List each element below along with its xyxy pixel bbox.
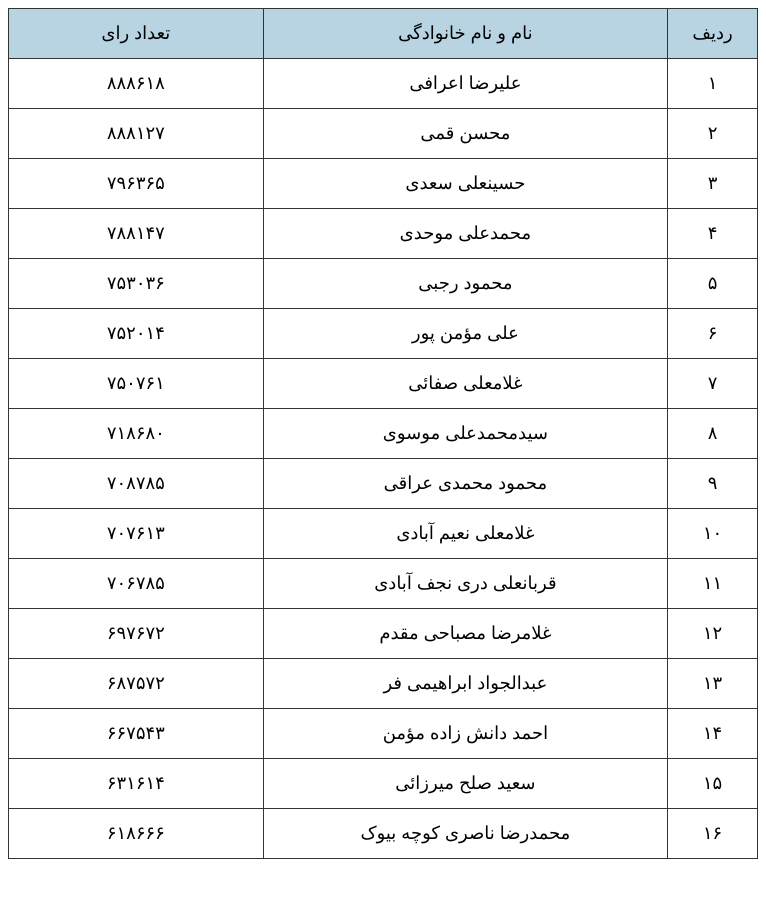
cell-name: حسینعلی سعدی	[263, 159, 667, 209]
cell-name: محمدرضا ناصری کوچه بیوک	[263, 809, 667, 859]
cell-name: علی مؤمن پور	[263, 309, 667, 359]
col-header-rank: ردیف	[668, 9, 758, 59]
cell-votes: ۷۵۰۷۶۱	[9, 359, 264, 409]
cell-name: محمود محمدی عراقی	[263, 459, 667, 509]
cell-rank: ۱۱	[668, 559, 758, 609]
cell-votes: ۷۱۸۶۸۰	[9, 409, 264, 459]
cell-rank: ۶	[668, 309, 758, 359]
cell-name: علیرضا اعرافی	[263, 59, 667, 109]
col-header-name: نام و نام خانوادگی	[263, 9, 667, 59]
table-row: ۹ محمود محمدی عراقی ۷۰۸۷۸۵	[9, 459, 758, 509]
cell-votes: ۷۵۳۰۳۶	[9, 259, 264, 309]
cell-votes: ۶۳۱۶۱۴	[9, 759, 264, 809]
cell-rank: ۵	[668, 259, 758, 309]
cell-rank: ۱۴	[668, 709, 758, 759]
cell-name: سعید صلح میرزائی	[263, 759, 667, 809]
table-body: ۱ علیرضا اعرافی ۸۸۸۶۱۸ ۲ محسن قمی ۸۸۸۱۲۷…	[9, 59, 758, 859]
table-row: ۳ حسینعلی سعدی ۷۹۶۳۶۵	[9, 159, 758, 209]
cell-name: سیدمحمدعلی موسوی	[263, 409, 667, 459]
table-row: ۵ محمود رجبی ۷۵۳۰۳۶	[9, 259, 758, 309]
table-row: ۱ علیرضا اعرافی ۸۸۸۶۱۸	[9, 59, 758, 109]
cell-votes: ۷۰۷۶۱۳	[9, 509, 264, 559]
cell-votes: ۷۰۸۷۸۵	[9, 459, 264, 509]
cell-rank: ۹	[668, 459, 758, 509]
table-row: ۱۱ قربانعلی دری نجف آبادی ۷۰۶۷۸۵	[9, 559, 758, 609]
cell-votes: ۶۹۷۶۷۲	[9, 609, 264, 659]
cell-votes: ۷۹۶۳۶۵	[9, 159, 264, 209]
cell-votes: ۶۱۸۶۶۶	[9, 809, 264, 859]
table-row: ۴ محمدعلی موحدی ۷۸۸۱۴۷	[9, 209, 758, 259]
cell-votes: ۷۵۲۰۱۴	[9, 309, 264, 359]
cell-votes: ۶۸۷۵۷۲	[9, 659, 264, 709]
table-row: ۱۲ غلامرضا مصباحی مقدم ۶۹۷۶۷۲	[9, 609, 758, 659]
cell-name: محمدعلی موحدی	[263, 209, 667, 259]
table-row: ۱۵ سعید صلح میرزائی ۶۳۱۶۱۴	[9, 759, 758, 809]
table-row: ۸ سیدمحمدعلی موسوی ۷۱۸۶۸۰	[9, 409, 758, 459]
table-row: ۶ علی مؤمن پور ۷۵۲۰۱۴	[9, 309, 758, 359]
cell-rank: ۴	[668, 209, 758, 259]
cell-votes: ۶۶۷۵۴۳	[9, 709, 264, 759]
table-row: ۱۴ احمد دانش زاده مؤمن ۶۶۷۵۴۳	[9, 709, 758, 759]
cell-rank: ۱۲	[668, 609, 758, 659]
table-row: ۲ محسن قمی ۸۸۸۱۲۷	[9, 109, 758, 159]
table-row: ۱۳ عبدالجواد ابراهیمی فر ۶۸۷۵۷۲	[9, 659, 758, 709]
cell-rank: ۳	[668, 159, 758, 209]
cell-rank: ۸	[668, 409, 758, 459]
cell-votes: ۸۸۸۱۲۷	[9, 109, 264, 159]
cell-rank: ۱۶	[668, 809, 758, 859]
cell-rank: ۲	[668, 109, 758, 159]
cell-rank: ۱۰	[668, 509, 758, 559]
table-header-row: ردیف نام و نام خانوادگی تعداد رای	[9, 9, 758, 59]
cell-votes: ۷۰۶۷۸۵	[9, 559, 264, 609]
cell-name: غلامعلی صفائی	[263, 359, 667, 409]
col-header-votes: تعداد رای	[9, 9, 264, 59]
table-row: ۱۶ محمدرضا ناصری کوچه بیوک ۶۱۸۶۶۶	[9, 809, 758, 859]
cell-name: محمود رجبی	[263, 259, 667, 309]
cell-name: محسن قمی	[263, 109, 667, 159]
cell-rank: ۱۳	[668, 659, 758, 709]
table-row: ۷ غلامعلی صفائی ۷۵۰۷۶۱	[9, 359, 758, 409]
cell-rank: ۱	[668, 59, 758, 109]
cell-rank: ۱۵	[668, 759, 758, 809]
cell-rank: ۷	[668, 359, 758, 409]
table-row: ۱۰ غلامعلی نعیم آبادی ۷۰۷۶۱۳	[9, 509, 758, 559]
cell-name: عبدالجواد ابراهیمی فر	[263, 659, 667, 709]
cell-name: غلامعلی نعیم آبادی	[263, 509, 667, 559]
results-table: ردیف نام و نام خانوادگی تعداد رای ۱ علیر…	[8, 8, 758, 859]
cell-votes: ۸۸۸۶۱۸	[9, 59, 264, 109]
cell-votes: ۷۸۸۱۴۷	[9, 209, 264, 259]
cell-name: احمد دانش زاده مؤمن	[263, 709, 667, 759]
cell-name: غلامرضا مصباحی مقدم	[263, 609, 667, 659]
cell-name: قربانعلی دری نجف آبادی	[263, 559, 667, 609]
